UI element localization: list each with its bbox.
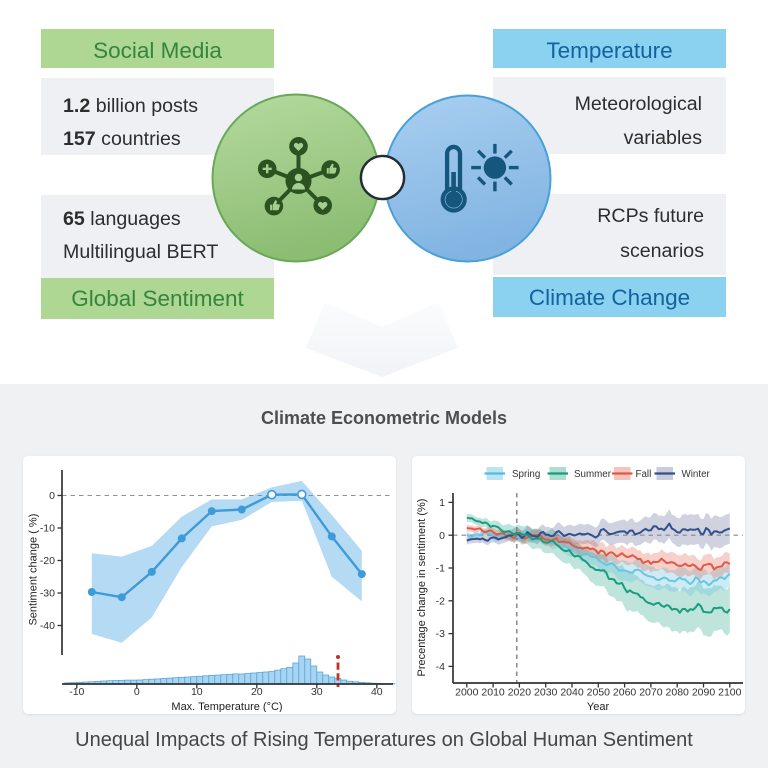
svg-text:2090: 2090 — [692, 687, 716, 699]
svg-text:Spring: Spring — [512, 469, 540, 480]
svg-text:2040: 2040 — [560, 687, 584, 699]
svg-text:Year: Year — [587, 701, 610, 712]
svg-text:-10: -10 — [69, 686, 84, 698]
svg-text:1: 1 — [439, 497, 445, 509]
svg-text:Fall: Fall — [636, 469, 652, 480]
svg-text:2070: 2070 — [639, 687, 663, 699]
svg-text:10: 10 — [191, 686, 203, 698]
svg-text:2050: 2050 — [587, 687, 611, 699]
svg-text:2000: 2000 — [455, 687, 479, 699]
svg-text:-3: -3 — [436, 628, 445, 640]
svg-text:2080: 2080 — [666, 687, 690, 699]
svg-text:-10: -10 — [40, 523, 55, 535]
svg-text:-1: -1 — [436, 563, 445, 575]
svg-text:Winter: Winter — [682, 469, 711, 480]
svg-text:20: 20 — [251, 686, 263, 698]
svg-text:Max. Temperature (°C): Max. Temperature (°C) — [171, 701, 282, 712]
svg-text:Precentage change in sentiment: Precentage change in sentiment (%) — [416, 499, 428, 677]
svg-text:-2: -2 — [436, 595, 445, 607]
svg-text:-40: -40 — [40, 620, 55, 632]
svg-text:Sentiment change ( %): Sentiment change ( %) — [28, 514, 40, 626]
svg-text:-4: -4 — [436, 661, 445, 673]
svg-text:2010: 2010 — [481, 687, 505, 699]
svg-text:0: 0 — [49, 490, 55, 502]
svg-text:2020: 2020 — [508, 687, 532, 699]
svg-text:30: 30 — [311, 686, 323, 698]
svg-text:2060: 2060 — [613, 687, 637, 699]
svg-text:0: 0 — [439, 530, 445, 542]
svg-text:-20: -20 — [40, 555, 55, 567]
svg-text:-30: -30 — [40, 588, 55, 600]
svg-text:0: 0 — [134, 686, 140, 698]
svg-text:Summer: Summer — [574, 469, 612, 480]
svg-text:2100: 2100 — [718, 687, 742, 699]
svg-text:40: 40 — [371, 686, 383, 698]
svg-text:2030: 2030 — [534, 687, 558, 699]
